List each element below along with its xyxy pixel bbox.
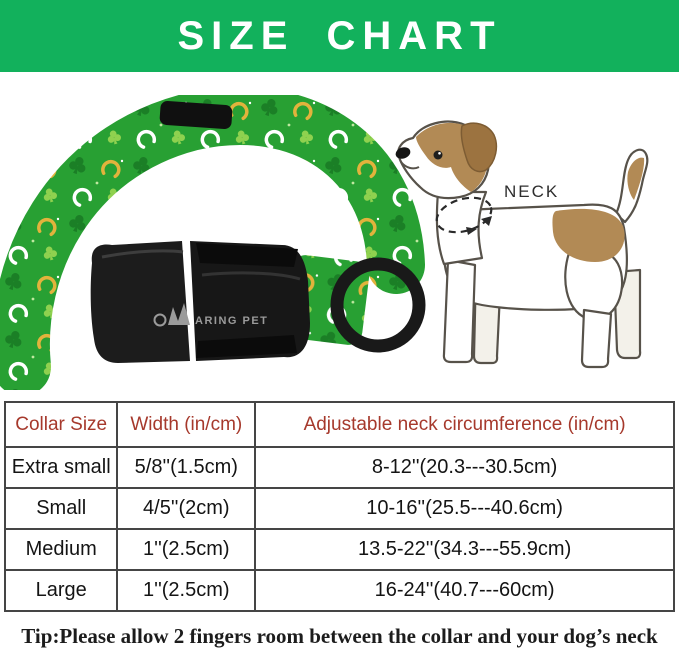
buckle: ARING PET bbox=[90, 241, 310, 363]
mouth bbox=[400, 161, 420, 170]
page-title: SIZE CHART bbox=[177, 14, 502, 58]
cell-size: Small bbox=[3, 487, 119, 530]
cell-neck: 8-12''(20.3---30.5cm) bbox=[254, 446, 675, 489]
cell-neck: 13.5-22''(34.3---55.9cm) bbox=[254, 528, 675, 571]
cell-width: 1''(2.5cm) bbox=[116, 528, 257, 571]
size-chart-table: Collar Size Width (in/cm) Adjustable nec… bbox=[3, 401, 675, 612]
back-patch bbox=[552, 208, 625, 262]
brand-logo-icon bbox=[168, 303, 190, 325]
brand-logo-icon bbox=[153, 313, 167, 327]
banner: SIZE CHART bbox=[0, 0, 679, 72]
table-row: Large 1''(2.5cm) 16-24''(40.7---60cm) bbox=[3, 569, 675, 612]
collar-photo: ARING PET bbox=[0, 95, 426, 390]
cell-size: Extra small bbox=[3, 446, 119, 489]
collar-keeper bbox=[159, 100, 233, 130]
table-header-row: Collar Size Width (in/cm) Adjustable nec… bbox=[3, 401, 675, 448]
cell-size: Large bbox=[3, 569, 119, 612]
cell-neck: 16-24''(40.7---60cm) bbox=[254, 569, 675, 612]
arrowhead-icon bbox=[466, 227, 477, 235]
table-row: Small 4/5''(2cm) 10-16''(25.5---40.6cm) bbox=[3, 487, 675, 530]
col-header-neck-circumference: Adjustable neck circumference (in/cm) bbox=[254, 401, 675, 448]
col-header-width: Width (in/cm) bbox=[116, 401, 257, 448]
table-row: Medium 1''(2.5cm) 13.5-22''(34.3---55.9c… bbox=[3, 528, 675, 571]
arrowhead-icon bbox=[481, 216, 492, 226]
cell-width: 1''(2.5cm) bbox=[116, 569, 257, 612]
cell-neck: 10-16''(25.5---40.6cm) bbox=[254, 487, 675, 530]
cell-width: 5/8''(1.5cm) bbox=[116, 446, 257, 489]
neck-label: NECK bbox=[504, 182, 559, 201]
col-header-collar-size: Collar Size bbox=[3, 401, 119, 448]
cell-width: 4/5''(2cm) bbox=[116, 487, 257, 530]
table-row: Extra small 5/8''(1.5cm) 8-12''(20.3---3… bbox=[3, 446, 675, 489]
tip-text: Tip:Please allow 2 fingers room between … bbox=[21, 624, 658, 648]
tail-patch bbox=[627, 157, 645, 200]
brand-name: ARING PET bbox=[195, 315, 268, 327]
eye bbox=[433, 150, 443, 160]
cell-size: Medium bbox=[3, 528, 119, 571]
dog-illustration: NECK bbox=[395, 120, 649, 369]
ear bbox=[460, 122, 498, 173]
nose bbox=[395, 147, 411, 159]
d-ring bbox=[330, 257, 426, 353]
